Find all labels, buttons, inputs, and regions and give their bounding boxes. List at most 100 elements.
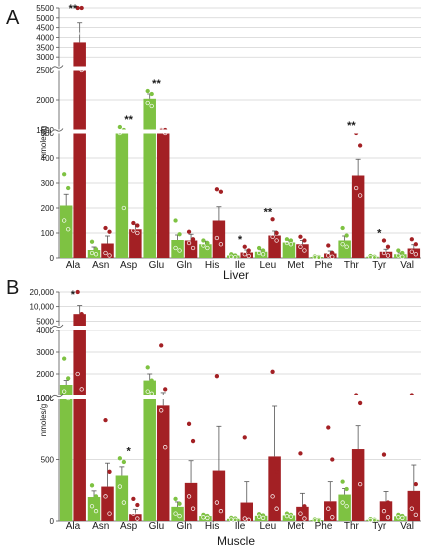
panel-a-y-tick-label: 400 bbox=[41, 154, 55, 163]
panel-a-data-point bbox=[107, 229, 112, 234]
panel-a-bar bbox=[129, 229, 142, 258]
panel-a-data-point bbox=[409, 249, 414, 254]
panel-a-data-point bbox=[381, 238, 387, 243]
panel-b-data-point bbox=[344, 504, 349, 509]
panel-b-y-tick-label: 2000 bbox=[36, 370, 54, 379]
panel-a-axis-break-gap bbox=[51, 129, 423, 134]
panel-a-data-point bbox=[256, 250, 262, 256]
panel-b-data-point bbox=[312, 518, 317, 523]
panel-a-letter: A bbox=[6, 7, 20, 29]
panel-a-data-point bbox=[274, 238, 279, 243]
panel-b-data-point bbox=[298, 511, 303, 516]
panel-b-data-point bbox=[107, 469, 112, 474]
panel-a-data-point bbox=[186, 229, 192, 234]
panel-a-data-point bbox=[218, 189, 224, 194]
panel-b-data-point bbox=[298, 451, 303, 456]
panel-b-data-point bbox=[190, 438, 196, 444]
panel-b-data-point bbox=[75, 371, 80, 377]
panel-a-y-tick-label: 2500 bbox=[36, 66, 54, 75]
panel-a-bar bbox=[212, 220, 226, 258]
panel-a-significance-marker: ** bbox=[347, 120, 356, 132]
panel-a-data-point bbox=[302, 238, 307, 243]
panel-a-category-label: Ile bbox=[235, 260, 246, 271]
panel-a-data-point bbox=[149, 103, 154, 109]
panel-b-bar bbox=[87, 497, 101, 521]
panel-b-data-point bbox=[93, 509, 99, 514]
panel-b-data-point bbox=[201, 515, 206, 520]
panel-a-data-point bbox=[368, 253, 373, 259]
panel-a-data-point bbox=[103, 225, 108, 231]
panel-a-data-point bbox=[413, 242, 418, 247]
panel-a-data-point bbox=[385, 253, 391, 258]
panel-b-axis-break-gap bbox=[51, 326, 423, 330]
panel-a-axis-break-gap bbox=[51, 66, 423, 71]
panel-b-data-point bbox=[214, 500, 220, 505]
panel-b-data-point bbox=[413, 512, 418, 517]
panel-a-data-point bbox=[66, 185, 71, 191]
panel-b-category-label: Leu bbox=[260, 521, 277, 532]
panel-a-bar bbox=[338, 240, 351, 258]
panel-b-data-point bbox=[135, 502, 140, 508]
panel-a-data-point bbox=[218, 242, 224, 247]
panel-a-y-tick-label: 300 bbox=[41, 179, 55, 188]
panel-a-data-point bbox=[413, 252, 418, 257]
panel-a-data-point bbox=[173, 245, 178, 251]
panel-b-data-point bbox=[62, 356, 67, 361]
panel-a-category-label: Thr bbox=[344, 260, 360, 271]
panel-b-data-point bbox=[103, 494, 108, 499]
panel-b-data-point bbox=[368, 517, 373, 523]
panel-b-data-point bbox=[75, 289, 80, 295]
panel-a-data-point bbox=[214, 235, 220, 241]
panel-b-y-tick-label: 5000 bbox=[36, 317, 54, 326]
panel-a-bar bbox=[268, 235, 281, 258]
panel-b-data-point bbox=[103, 417, 108, 423]
panel-b-data-point bbox=[186, 494, 192, 499]
panel-b-bar bbox=[73, 314, 86, 521]
panel-a-data-point bbox=[357, 143, 363, 148]
panel-a-data-point bbox=[229, 254, 234, 259]
panel-b-category-label: His bbox=[205, 521, 219, 532]
panel-a-data-point bbox=[75, 5, 80, 11]
panel-b-data-point bbox=[145, 365, 150, 370]
panel-b-data-point bbox=[274, 469, 279, 474]
panel-b-data-point bbox=[229, 517, 234, 522]
panel-b-data-point bbox=[205, 515, 210, 521]
panel-b-y-tick-label: 1000 bbox=[36, 394, 54, 403]
panel-b-data-point bbox=[353, 420, 359, 425]
panel-b-y-tick-label: 0 bbox=[50, 517, 55, 526]
panel-b-data-point bbox=[326, 425, 331, 430]
panel-b-data-point bbox=[66, 376, 71, 381]
panel-a-data-point bbox=[205, 245, 210, 251]
panel-a-data-point bbox=[121, 205, 127, 211]
panel-a-y-tick-label: 3500 bbox=[36, 43, 54, 52]
panel-b-data-point bbox=[270, 369, 275, 374]
panel-a-data-point bbox=[246, 253, 251, 259]
panel-b-data-point bbox=[302, 504, 307, 509]
panel-a-category-label: Met bbox=[287, 260, 304, 271]
panel-a-data-point bbox=[201, 238, 206, 243]
panel-a-significance-marker: ** bbox=[124, 114, 133, 126]
panel-a-data-point bbox=[326, 243, 331, 248]
panel-a-significance-marker: * bbox=[238, 234, 243, 246]
panel-a-data-point bbox=[190, 245, 196, 251]
panel-b-data-point bbox=[326, 506, 331, 511]
panel-b-data-point bbox=[218, 509, 224, 514]
panel-a-data-point bbox=[103, 250, 108, 256]
panel-a-data-point bbox=[409, 237, 414, 242]
panel-b-category-label: Ile bbox=[235, 521, 246, 532]
panel-a-y-tick-label: 5500 bbox=[36, 4, 54, 13]
panel-b-data-point bbox=[233, 516, 238, 521]
panel-b-data-point bbox=[330, 515, 335, 520]
panel-b-category-label: Asp bbox=[120, 521, 138, 532]
panel-a-bar bbox=[73, 42, 86, 258]
panel-a-significance-marker: ** bbox=[69, 3, 78, 15]
panel-b-axis-break-gap bbox=[51, 395, 423, 399]
panel-a-data-point bbox=[260, 252, 266, 257]
panel-b-data-point bbox=[288, 514, 294, 519]
panel-b-data-point bbox=[246, 509, 251, 514]
panel-b-data-point bbox=[117, 484, 123, 489]
panel-a-data-point bbox=[135, 223, 140, 228]
panel-b-letter: B bbox=[6, 277, 19, 299]
panel-b-y-tick-label: 20,000 bbox=[30, 288, 55, 297]
panel-a-data-point bbox=[233, 255, 238, 260]
